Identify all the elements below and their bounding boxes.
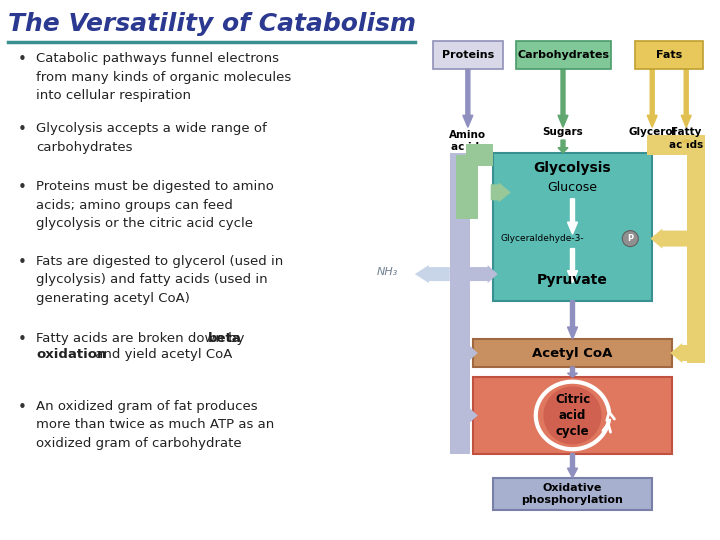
Text: •: • [18, 255, 27, 270]
FancyArrow shape [470, 265, 498, 283]
Bar [450, 153, 470, 454]
FancyArrow shape [468, 344, 478, 362]
Text: •: • [18, 400, 27, 415]
Text: Amino
ac ids: Amino ac ids [449, 130, 487, 152]
Bar [473, 339, 672, 367]
Bar [473, 377, 672, 454]
Circle shape [544, 387, 602, 444]
Text: •: • [18, 122, 27, 137]
Text: and yield acetyl CoA: and yield acetyl CoA [91, 348, 233, 361]
FancyArrow shape [558, 140, 568, 153]
Bar [676, 136, 704, 156]
FancyArrow shape [681, 140, 691, 143]
Text: oxidation: oxidation [36, 348, 107, 361]
FancyArrow shape [567, 454, 577, 478]
Bar [433, 40, 503, 69]
FancyArrow shape [650, 228, 688, 248]
Text: Oxidative
phosphorylation: Oxidative phosphorylation [521, 483, 624, 505]
FancyArrow shape [491, 183, 510, 202]
Text: •: • [18, 180, 27, 195]
Text: Glycerol: Glycerol [628, 127, 676, 137]
FancyArrow shape [558, 69, 568, 127]
Text: beta: beta [208, 332, 242, 345]
FancyArrow shape [647, 69, 657, 127]
Text: Glycolysis accepts a wide range of
carbohydrates: Glycolysis accepts a wide range of carbo… [36, 122, 266, 153]
Text: Catabolic pathways funnel electrons
from many kinds of organic molecules
into ce: Catabolic pathways funnel electrons from… [36, 52, 292, 102]
Text: Fats: Fats [656, 50, 683, 59]
Text: NH₃: NH₃ [377, 267, 398, 277]
FancyArrow shape [463, 69, 473, 127]
Text: The Versatility of Catabolism: The Versatility of Catabolism [8, 12, 416, 36]
Bar [466, 144, 492, 166]
Text: Sugars: Sugars [543, 127, 583, 137]
FancyArrow shape [670, 343, 704, 363]
Text: Glycolysis: Glycolysis [534, 161, 611, 175]
Text: Pyruvate: Pyruvate [537, 273, 608, 287]
Text: An oxidized gram of fat produces
more than twice as much ATP as an
oxidized gram: An oxidized gram of fat produces more th… [36, 400, 274, 450]
Bar [456, 156, 478, 219]
Circle shape [622, 231, 639, 247]
FancyArrow shape [567, 248, 577, 283]
Text: •: • [18, 332, 27, 347]
Text: Glucose: Glucose [547, 181, 598, 194]
FancyArrow shape [567, 301, 577, 339]
Bar [492, 478, 652, 510]
Text: Proteins: Proteins [442, 50, 494, 59]
Bar [516, 40, 611, 69]
Text: Proteins must be digested to amino
acids; amino groups can feed
glycolysis or th: Proteins must be digested to amino acids… [36, 180, 274, 230]
Text: Acetyl CoA: Acetyl CoA [532, 347, 613, 360]
Bar [492, 153, 652, 301]
Text: P: P [627, 234, 634, 243]
FancyArrow shape [567, 199, 577, 234]
Text: Fats are digested to glycerol (used in
glycolysis) and fatty acids (used in
gene: Fats are digested to glycerol (used in g… [36, 255, 283, 305]
FancyArrow shape [468, 407, 478, 424]
FancyArrow shape [415, 265, 450, 283]
Text: Citric
acid
cycle: Citric acid cycle [555, 393, 590, 438]
Text: Carbohydrates: Carbohydrates [517, 50, 609, 59]
FancyArrow shape [567, 367, 577, 377]
Text: •: • [18, 52, 27, 67]
Bar [647, 136, 696, 156]
Text: Glyceraldehyde-3-: Glyceraldehyde-3- [500, 234, 585, 243]
Bar [635, 40, 703, 69]
FancyArrow shape [681, 69, 691, 127]
Bar [686, 153, 704, 363]
Text: Fatty acids are broken down by: Fatty acids are broken down by [36, 332, 248, 345]
Text: Fatty
ac ids: Fatty ac ids [669, 127, 703, 150]
